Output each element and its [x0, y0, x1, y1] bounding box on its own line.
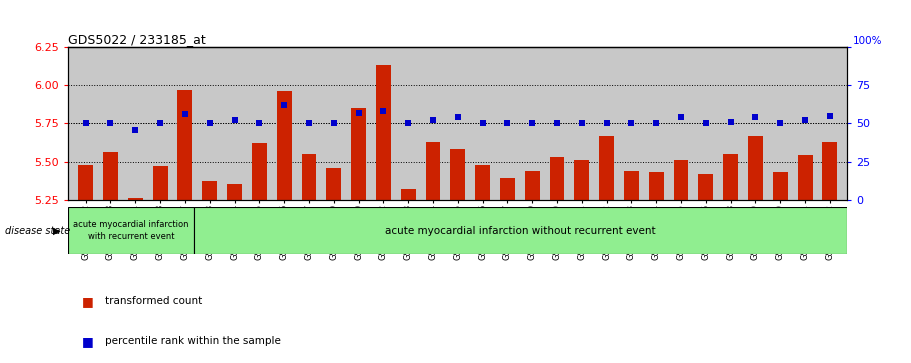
- Bar: [103, 152, 118, 200]
- Point: [500, 121, 515, 126]
- Point: [352, 110, 366, 116]
- Bar: [376, 65, 391, 200]
- Bar: [748, 136, 763, 200]
- Bar: [425, 142, 440, 200]
- Text: percentile rank within the sample: percentile rank within the sample: [105, 336, 281, 346]
- Point: [575, 121, 589, 126]
- Point: [723, 119, 738, 125]
- Bar: [500, 178, 515, 200]
- Bar: [227, 184, 242, 200]
- Point: [103, 121, 118, 126]
- Bar: [153, 166, 168, 200]
- Bar: [823, 142, 837, 200]
- Point: [128, 127, 143, 132]
- Text: acute myocardial infarction
with recurrent event: acute myocardial infarction with recurre…: [74, 220, 189, 241]
- Bar: [401, 189, 415, 200]
- Bar: [549, 157, 565, 200]
- Text: GDS5022 / 233185_at: GDS5022 / 233185_at: [68, 33, 206, 46]
- Bar: [78, 164, 93, 200]
- Bar: [699, 174, 713, 200]
- Point: [450, 114, 465, 120]
- Text: ■: ■: [82, 295, 94, 308]
- Bar: [673, 160, 689, 200]
- Text: acute myocardial infarction without recurrent event: acute myocardial infarction without recu…: [385, 225, 656, 236]
- Text: transformed count: transformed count: [105, 296, 202, 306]
- Point: [302, 121, 316, 126]
- Point: [153, 121, 168, 126]
- Point: [476, 121, 490, 126]
- Point: [525, 121, 539, 126]
- Bar: [723, 154, 738, 200]
- Bar: [525, 171, 539, 200]
- Point: [252, 121, 267, 126]
- Point: [599, 121, 614, 126]
- Point: [376, 108, 391, 114]
- Point: [549, 121, 564, 126]
- Point: [823, 113, 837, 119]
- Point: [699, 121, 713, 126]
- Bar: [624, 171, 639, 200]
- Bar: [649, 172, 664, 200]
- Point: [649, 121, 663, 126]
- Point: [277, 102, 292, 108]
- Point: [326, 121, 341, 126]
- Text: disease state: disease state: [5, 225, 70, 236]
- Bar: [476, 164, 490, 200]
- Text: 100%: 100%: [853, 36, 882, 46]
- Bar: [351, 108, 366, 200]
- Bar: [574, 160, 589, 200]
- Bar: [599, 136, 614, 200]
- Bar: [773, 172, 788, 200]
- Point: [401, 121, 415, 126]
- Bar: [326, 168, 342, 200]
- Point: [78, 121, 93, 126]
- Point: [748, 114, 763, 120]
- Text: ■: ■: [82, 335, 94, 348]
- Point: [178, 111, 192, 117]
- Point: [202, 121, 217, 126]
- Point: [773, 121, 787, 126]
- Point: [227, 118, 241, 123]
- Text: ▶: ▶: [53, 225, 60, 236]
- Bar: [277, 91, 292, 200]
- Bar: [798, 155, 813, 200]
- Bar: [128, 198, 143, 200]
- Bar: [178, 90, 192, 200]
- Bar: [202, 182, 217, 200]
- Bar: [194, 207, 847, 254]
- Bar: [68, 207, 194, 254]
- Point: [674, 114, 689, 120]
- Bar: [302, 154, 316, 200]
- Point: [798, 118, 813, 123]
- Point: [425, 118, 440, 123]
- Bar: [450, 149, 466, 200]
- Bar: [251, 143, 267, 200]
- Point: [624, 121, 639, 126]
